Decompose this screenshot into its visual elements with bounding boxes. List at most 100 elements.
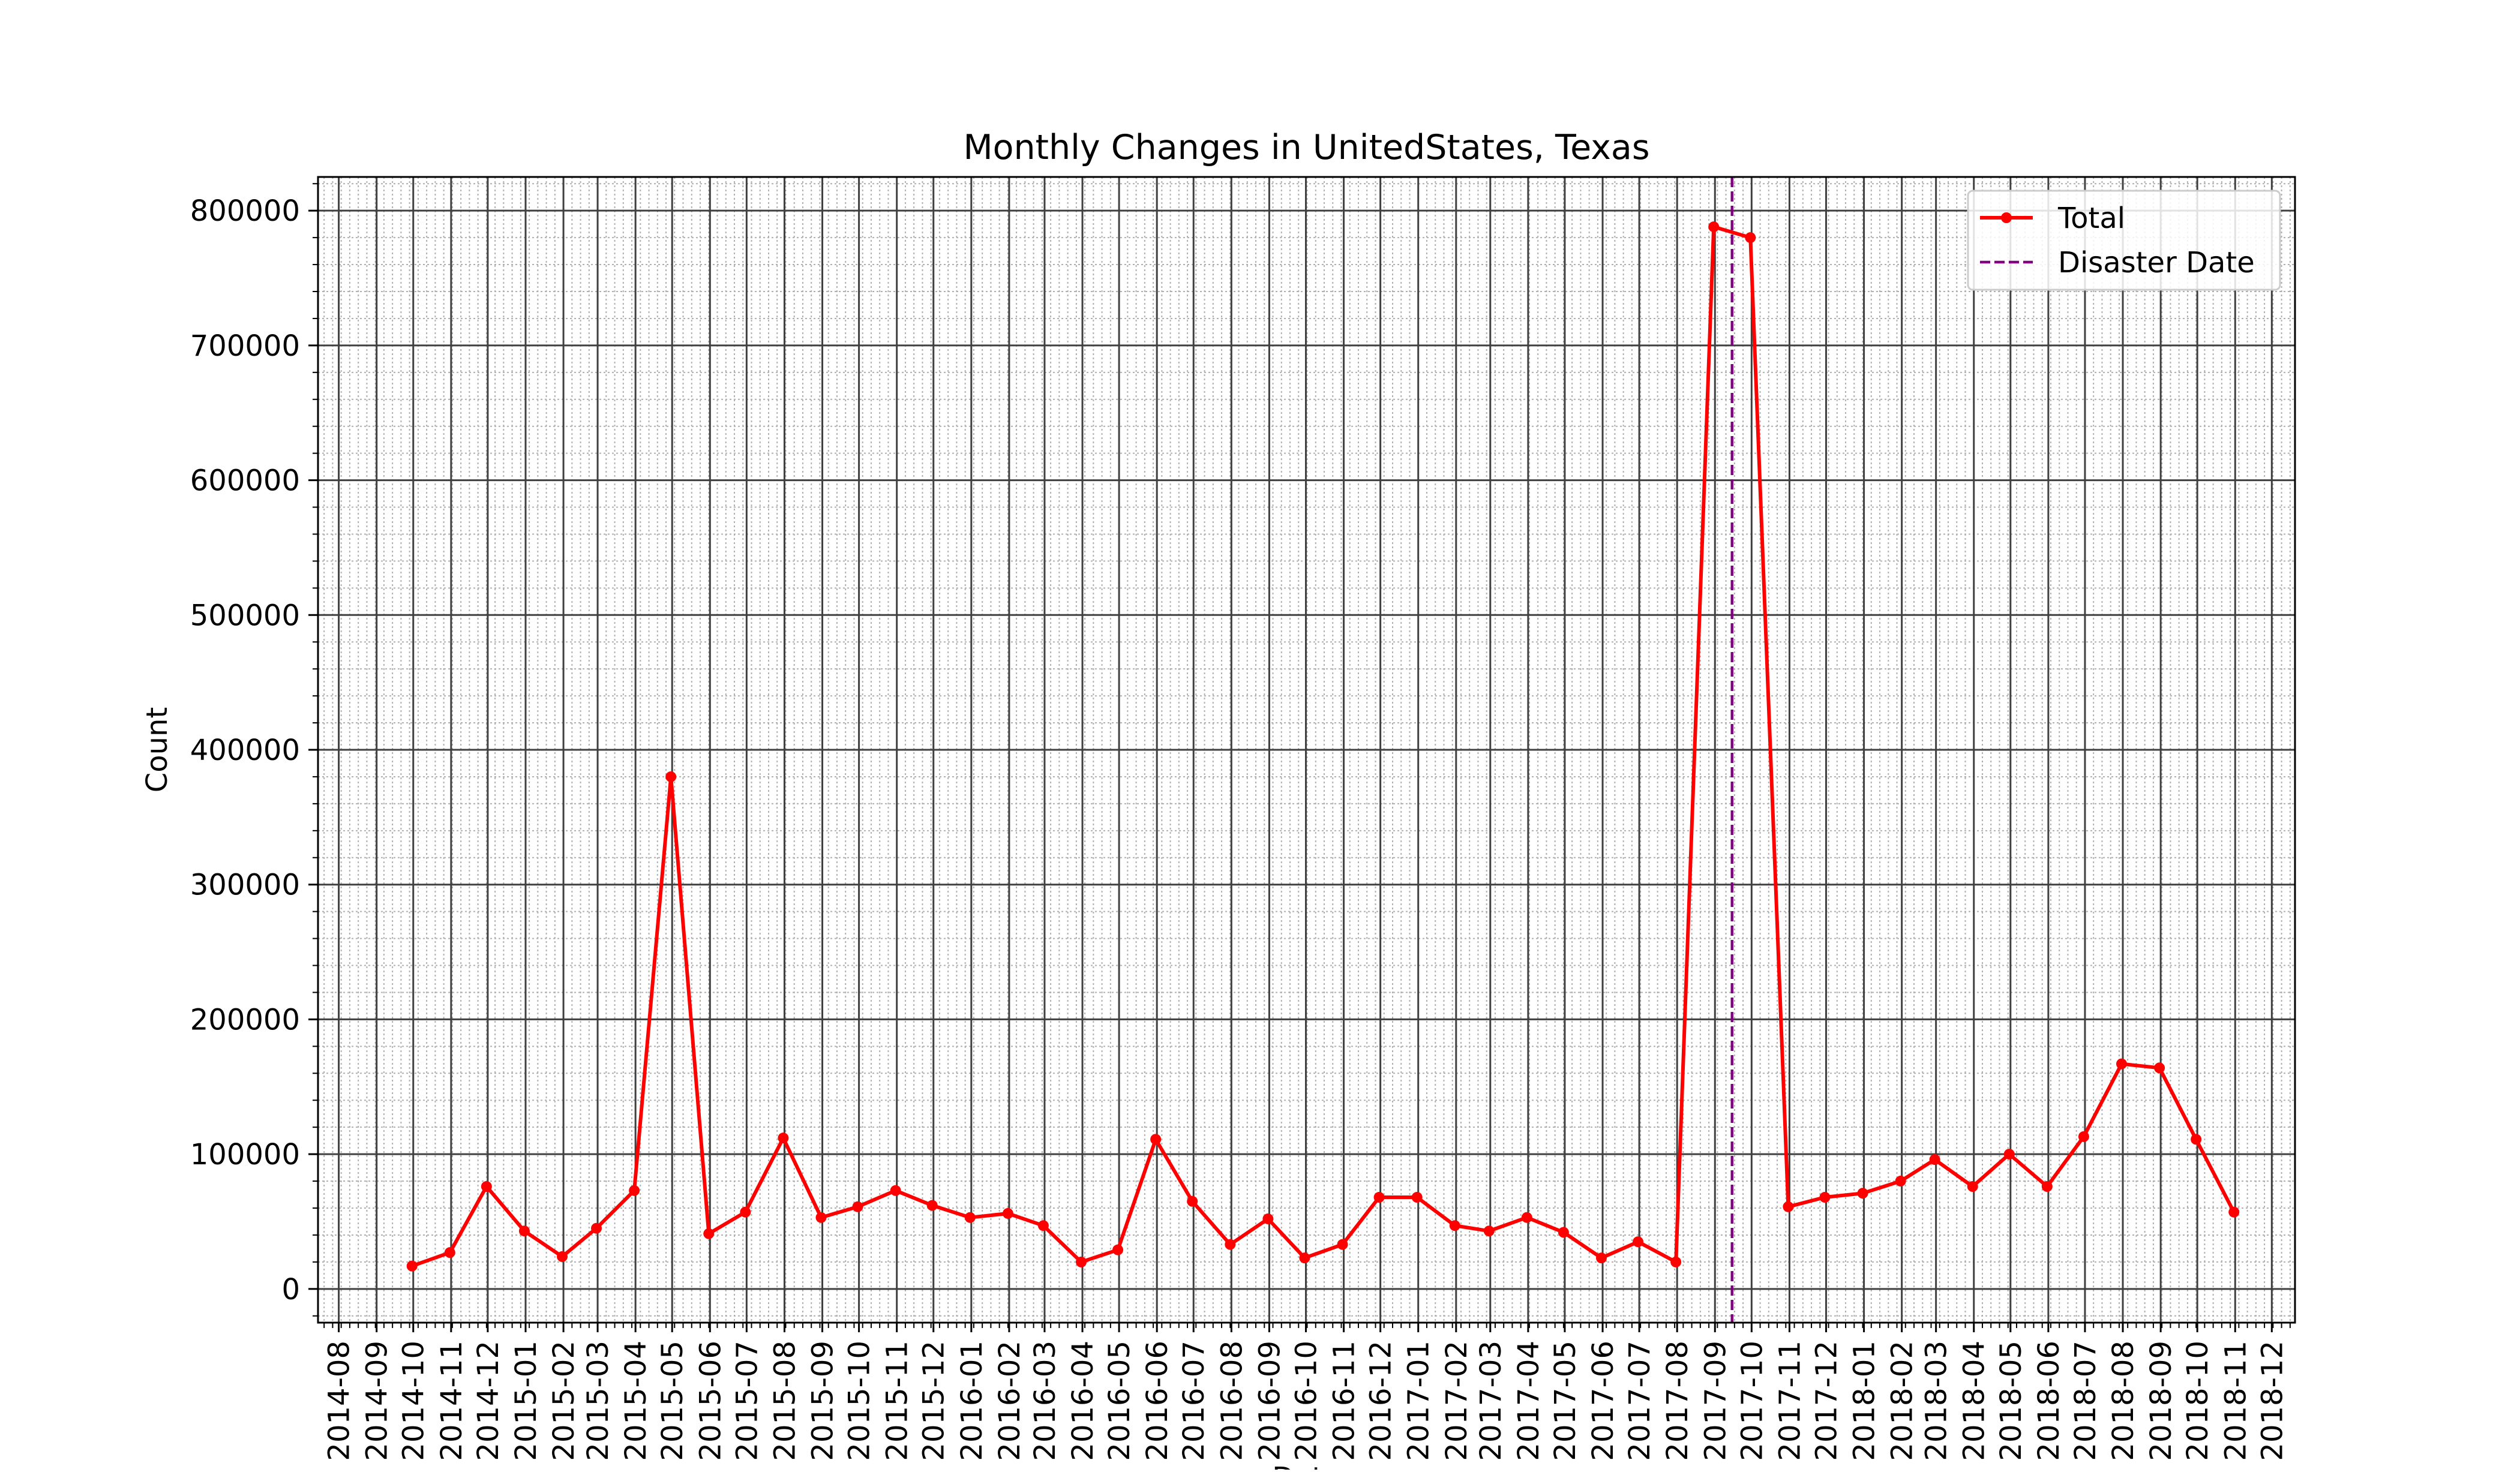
legend-label: Total (2057, 202, 2125, 235)
x-axis-label: Date (1272, 1461, 1341, 1470)
x-tick-label: 2018-07 (2069, 1341, 2102, 1461)
data-point (1745, 232, 1756, 244)
data-point (1596, 1252, 1607, 1264)
x-tick-label: 2015-02 (547, 1341, 581, 1461)
data-point (2041, 1181, 2053, 1192)
data-point (964, 1212, 976, 1223)
data-point (815, 1212, 827, 1223)
x-tick-label: 2016-12 (1364, 1341, 1398, 1461)
data-point (1225, 1239, 1236, 1250)
data-point (703, 1228, 715, 1239)
x-tick-label: 2017-03 (1474, 1341, 1508, 1461)
x-tick-label: 2015-08 (768, 1341, 802, 1461)
data-point (1967, 1181, 1978, 1192)
x-tick-label: 2016-08 (1215, 1341, 1249, 1461)
data-point (481, 1181, 492, 1192)
y-tick-label: 200000 (190, 1003, 300, 1037)
data-point (1558, 1227, 1569, 1238)
x-tick-label: 2016-01 (955, 1341, 989, 1461)
y-tick-label: 700000 (190, 329, 300, 363)
x-tick-label: 2018-01 (1848, 1341, 1882, 1461)
x-tick-label: 2015-11 (881, 1341, 914, 1461)
chart-title: Monthly Changes in UnitedStates, Texas (963, 128, 1649, 167)
y-tick-label: 100000 (190, 1138, 300, 1171)
x-tick-label: 2018-06 (2032, 1341, 2066, 1461)
data-point (1783, 1201, 1794, 1212)
x-tick-label: 2017-11 (1773, 1341, 1807, 1461)
data-point (926, 1200, 938, 1211)
x-tick-label: 2016-10 (1289, 1341, 1323, 1461)
x-tick-label: 2017-10 (1735, 1341, 1769, 1461)
x-tick-label: 2016-07 (1177, 1341, 1211, 1461)
data-point (1819, 1192, 1831, 1203)
x-tick-label: 2018-11 (2219, 1341, 2252, 1461)
data-point (1337, 1239, 1348, 1250)
data-point (778, 1132, 789, 1144)
data-point (852, 1201, 863, 1212)
x-tick-label: 2018-08 (2107, 1341, 2140, 1461)
data-point (740, 1206, 751, 1218)
x-tick-label: 2016-09 (1253, 1341, 1286, 1461)
x-tick-label: 2015-12 (917, 1341, 951, 1461)
x-tick-label: 2014-11 (435, 1341, 469, 1461)
x-tick-label: 2014-10 (397, 1341, 431, 1461)
data-point (1262, 1213, 1274, 1224)
y-tick-label: 400000 (190, 734, 300, 767)
data-point (629, 1185, 640, 1196)
data-point (1112, 1244, 1124, 1255)
data-point (1076, 1256, 1087, 1267)
x-tick-label: 2017-05 (1549, 1341, 1582, 1461)
data-point (1449, 1220, 1460, 1231)
x-tick-label: 2017-12 (1810, 1341, 1843, 1461)
data-point (1929, 1154, 1940, 1165)
x-tick-label: 2016-03 (1028, 1341, 1062, 1461)
x-tick-label: 2015-10 (843, 1341, 877, 1461)
data-point (665, 771, 677, 782)
data-point (1411, 1192, 1423, 1203)
legend-label: Disaster Date (2058, 246, 2255, 280)
x-tick-label: 2018-05 (1994, 1341, 2028, 1461)
x-tick-label: 2016-02 (993, 1341, 1027, 1461)
x-tick-label: 2016-05 (1103, 1341, 1136, 1461)
data-point (1002, 1207, 1013, 1219)
y-tick-label: 300000 (190, 869, 300, 902)
x-tick-label: 2018-02 (1886, 1341, 1919, 1461)
x-tick-label: 2014-09 (361, 1341, 394, 1461)
y-axis-label: Count (140, 707, 174, 793)
x-tick-label: 2017-06 (1586, 1341, 1620, 1461)
y-tick-label: 600000 (190, 464, 300, 498)
x-tick-label: 2017-04 (1512, 1341, 1546, 1461)
x-tick-label: 2018-09 (2144, 1341, 2178, 1461)
x-tick-label: 2015-01 (509, 1341, 543, 1461)
x-tick-label: 2015-03 (581, 1341, 615, 1461)
data-point (1670, 1256, 1682, 1267)
data-point (1187, 1195, 1198, 1207)
data-point (2154, 1062, 2165, 1074)
x-tick-label: 2018-04 (1958, 1341, 1991, 1461)
x-tick-label: 2017-08 (1661, 1341, 1694, 1461)
data-point (518, 1225, 530, 1237)
y-tick-label: 800000 (190, 194, 300, 228)
x-tick-label: 2016-11 (1328, 1341, 1361, 1461)
legend-box (1967, 190, 2281, 291)
x-tick-label: 2017-02 (1440, 1341, 1474, 1461)
data-point (1895, 1176, 1906, 1187)
data-point (890, 1185, 901, 1196)
data-point (2116, 1058, 2128, 1070)
legend: Total Disaster Date (1967, 190, 2281, 291)
data-point (2228, 1206, 2240, 1218)
x-tick-label: 2015-05 (656, 1341, 689, 1461)
x-tick-label: 2016-04 (1066, 1341, 1100, 1461)
x-tick-label: 2015-04 (619, 1341, 653, 1461)
x-tick-label: 2014-12 (472, 1341, 505, 1461)
data-point (1150, 1134, 1162, 1145)
series-line-total (411, 225, 2236, 1268)
plot-area-frame (317, 176, 2296, 1324)
data-point (1483, 1225, 1495, 1237)
data-point (1708, 221, 1720, 233)
data-point (406, 1260, 418, 1272)
data-point (2191, 1134, 2202, 1145)
legend-marker (2001, 212, 2012, 223)
data-point (1521, 1212, 1532, 1223)
